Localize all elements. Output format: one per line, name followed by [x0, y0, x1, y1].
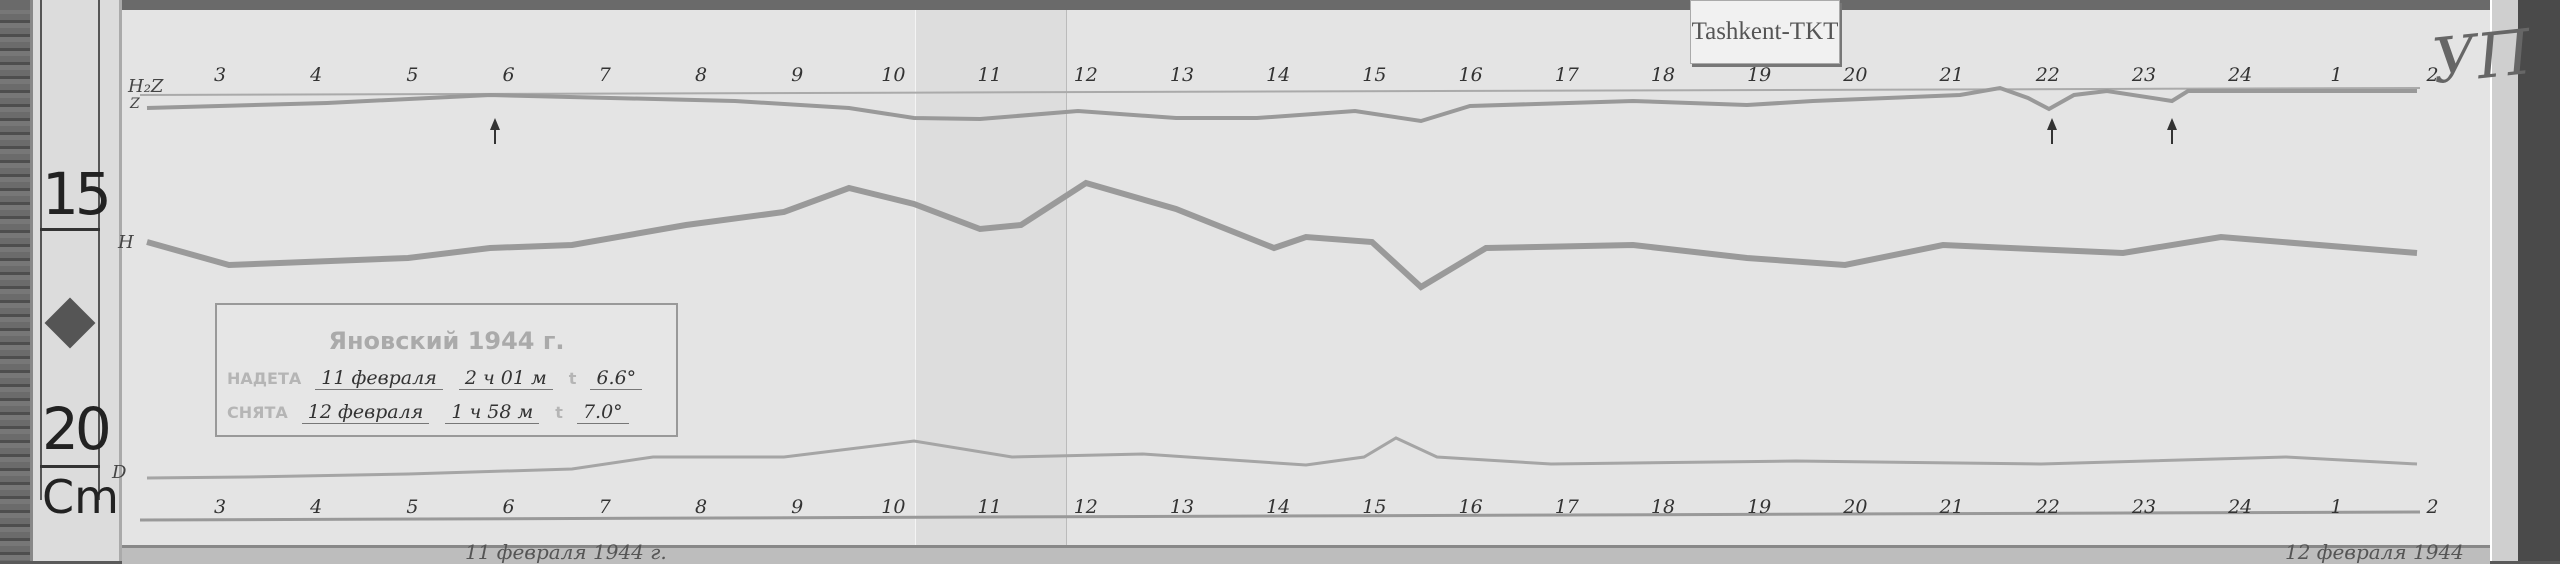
top-edge — [0, 0, 2560, 10]
hour-label: 16 — [1458, 496, 1483, 518]
hour-label: 10 — [881, 496, 906, 518]
trace-label-d: D — [112, 462, 127, 483]
row-time: 1 ч 58 м — [445, 401, 540, 424]
arrow-up-icon — [2047, 118, 2057, 144]
hour-label: 18 — [1650, 64, 1676, 86]
row-time: 2 ч 01 м — [458, 367, 553, 390]
hour-label: 7 — [598, 496, 611, 518]
trace-label-z: Z — [130, 96, 140, 112]
hour-label: 15 — [1362, 64, 1387, 86]
hour-label: 22 — [2035, 496, 2060, 518]
hour-label: 7 — [598, 64, 611, 86]
hour-label: 23 — [2131, 496, 2157, 518]
label-row-end: СНЯТА 12 февраля 1 ч 58 м t 7.0° — [227, 401, 645, 424]
hour-label: 14 — [1266, 64, 1291, 86]
hour-label: 2 — [2426, 496, 2439, 518]
trace-label-h: H — [118, 232, 134, 253]
ruler-divider — [40, 465, 100, 468]
hour-label: 1 — [2330, 496, 2343, 518]
hour-label: 4 — [310, 64, 323, 86]
arrow-up-icon — [490, 118, 500, 144]
row-label: СНЯТА — [227, 403, 288, 422]
record-label-box: Яновский 1944 г. НАДЕТА 11 февраля 2 ч 01 … — [215, 303, 678, 437]
hour-label: 11 — [977, 64, 1002, 86]
hour-label: 5 — [406, 496, 419, 518]
observatory-title: Яновский 1944 г. — [328, 327, 565, 355]
arrow-up-icon — [2167, 118, 2177, 144]
hour-label: 6 — [502, 64, 515, 86]
row-temp-label: t — [568, 369, 577, 388]
hour-label: 13 — [1169, 64, 1195, 86]
hour-label: 6 — [502, 496, 515, 518]
ruler-divider — [40, 228, 100, 231]
row-label: НАДЕТА — [227, 369, 302, 388]
hour-label: 19 — [1747, 496, 1772, 518]
hour-label: 2 — [2426, 64, 2439, 86]
bottom-caption-start: 11 февраля 1944 г. — [465, 540, 667, 564]
bottom-caption-end: 12 февраля 1944 — [2285, 540, 2464, 564]
hour-label: 18 — [1650, 496, 1676, 518]
z-trace — [146, 85, 2417, 124]
hour-label: 21 — [1939, 64, 1964, 86]
row-temp: 6.6° — [590, 367, 643, 390]
ruler-frame — [40, 0, 100, 500]
row-date: 11 февраля — [315, 367, 443, 390]
hour-label: 9 — [791, 496, 804, 518]
hour-label: 20 — [1843, 496, 1868, 518]
hour-label: 9 — [791, 64, 804, 86]
hour-label: 11 — [977, 496, 1002, 518]
hour-label: 21 — [1939, 496, 1964, 518]
hour-label: 10 — [881, 64, 906, 86]
hour-label: 1 — [2330, 64, 2343, 86]
right-frame — [2490, 0, 2520, 561]
hour-label: 24 — [2228, 496, 2253, 518]
hour-label: 5 — [406, 64, 419, 86]
hour-label: 23 — [2131, 64, 2157, 86]
baseline-bottom — [139, 510, 2421, 522]
trace-label-hz: H₂Z — [128, 76, 164, 97]
hour-label: 24 — [2228, 64, 2253, 86]
hour-label: 22 — [2035, 64, 2060, 86]
hour-label: 19 — [1747, 64, 1772, 86]
station-tag: Tashkent-TKT — [1690, 0, 1840, 64]
row-temp-label: t — [555, 403, 563, 422]
label-row-start: НАДЕТА 11 февраля 2 ч 01 м t 6.6° — [227, 367, 658, 390]
bottom-strip — [122, 545, 2490, 564]
hour-label: 12 — [1073, 64, 1098, 86]
hour-label: 8 — [694, 64, 708, 86]
hour-label: 20 — [1843, 64, 1868, 86]
hour-label: 3 — [213, 496, 227, 518]
h-trace — [146, 179, 2418, 291]
hour-label: 16 — [1458, 64, 1483, 86]
hour-label: 14 — [1266, 496, 1291, 518]
hour-label: 13 — [1169, 496, 1195, 518]
row-date: 12 февраля — [301, 401, 430, 424]
wood-background — [0, 0, 30, 561]
row-temp: 7.0° — [576, 401, 629, 424]
hour-label: 15 — [1362, 496, 1387, 518]
hour-label: 8 — [694, 496, 708, 518]
hour-label: 17 — [1554, 496, 1579, 518]
right-background — [2518, 0, 2560, 561]
d-trace — [146, 436, 2418, 480]
hour-label: 3 — [213, 64, 227, 86]
corner-mark: УП — [2428, 15, 2535, 98]
hour-label: 12 — [1073, 496, 1098, 518]
hour-label: 17 — [1554, 64, 1579, 86]
hour-label: 4 — [310, 496, 323, 518]
